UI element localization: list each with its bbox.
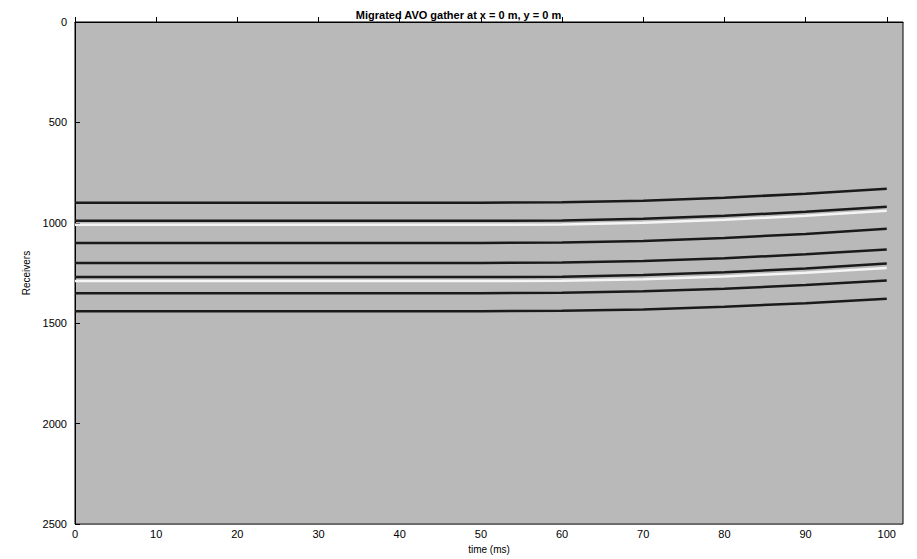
svg-text:20: 20 (231, 528, 243, 540)
svg-text:2000: 2000 (43, 418, 67, 430)
svg-text:70: 70 (637, 528, 649, 540)
svg-text:30: 30 (312, 528, 324, 540)
svg-text:Receivers: Receivers (21, 251, 32, 295)
svg-text:1500: 1500 (43, 317, 67, 329)
svg-text:0: 0 (61, 16, 67, 28)
svg-text:2500: 2500 (43, 518, 67, 530)
svg-text:50: 50 (475, 528, 487, 540)
svg-text:90: 90 (799, 528, 811, 540)
svg-text:60: 60 (556, 528, 568, 540)
svg-text:10: 10 (150, 528, 162, 540)
svg-text:time (ms): time (ms) (468, 544, 510, 555)
svg-text:0: 0 (72, 528, 78, 540)
svg-text:40: 40 (394, 528, 406, 540)
svg-text:80: 80 (718, 528, 730, 540)
svg-text:Migrated AVO gather at x = 0 m: Migrated AVO gather at x = 0 m, y = 0 m (356, 9, 562, 21)
svg-text:100: 100 (878, 528, 896, 540)
svg-text:500: 500 (49, 116, 67, 128)
svg-text:1000: 1000 (43, 217, 67, 229)
